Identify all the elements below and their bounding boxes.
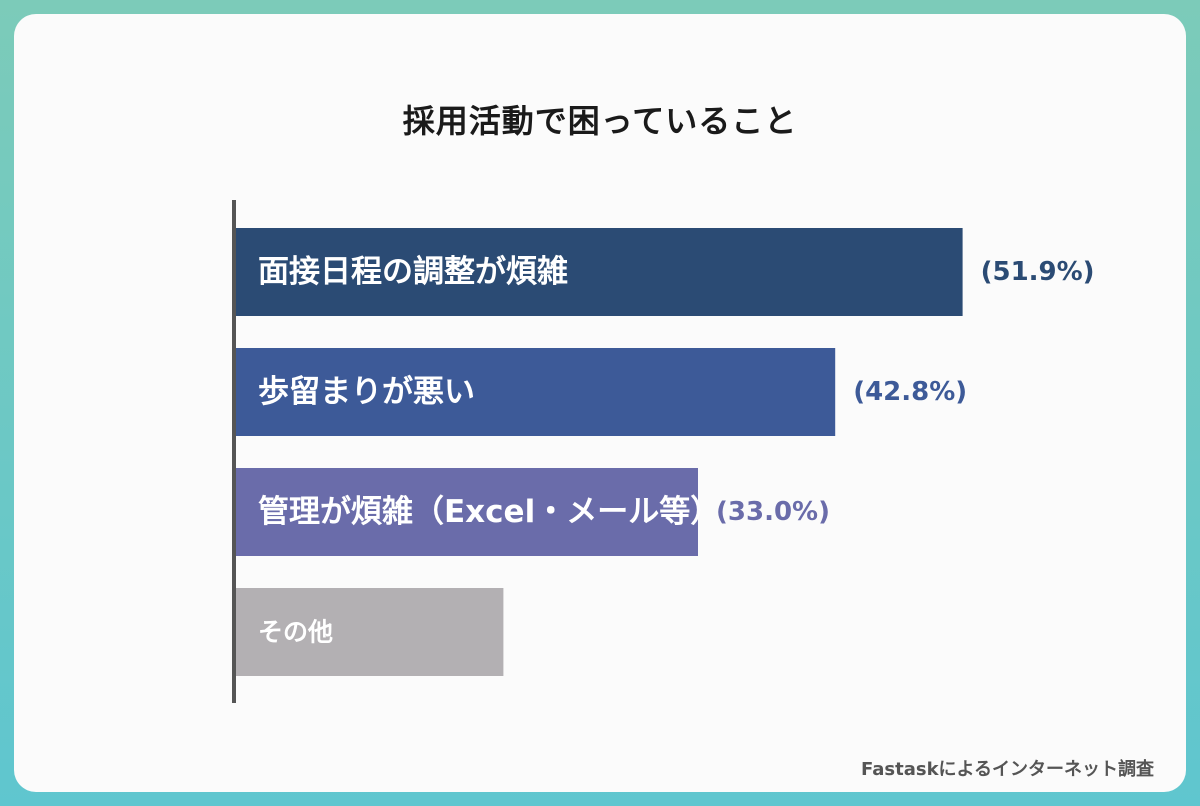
bar (236, 468, 698, 556)
bar-category-label: その他 (258, 618, 333, 647)
source-note: Fastaskによるインターネット調査 (861, 759, 1154, 780)
bar (236, 348, 836, 436)
bar-value-label: (51.9%) (981, 257, 1095, 287)
bar-value-label: (42.8%) (853, 377, 967, 407)
bar-category-label: 管理が煩雑（Excel・メール等） (258, 494, 721, 530)
bar (236, 228, 963, 316)
bar-category-label: 歩留まりが悪い (258, 374, 475, 410)
bar-value-label: (33.0%) (716, 497, 830, 527)
chart-title: 採用活動で困っていること (402, 102, 798, 140)
bar (236, 588, 504, 676)
bar-category-label: 面接日程の調整が煩雑 (258, 254, 568, 290)
